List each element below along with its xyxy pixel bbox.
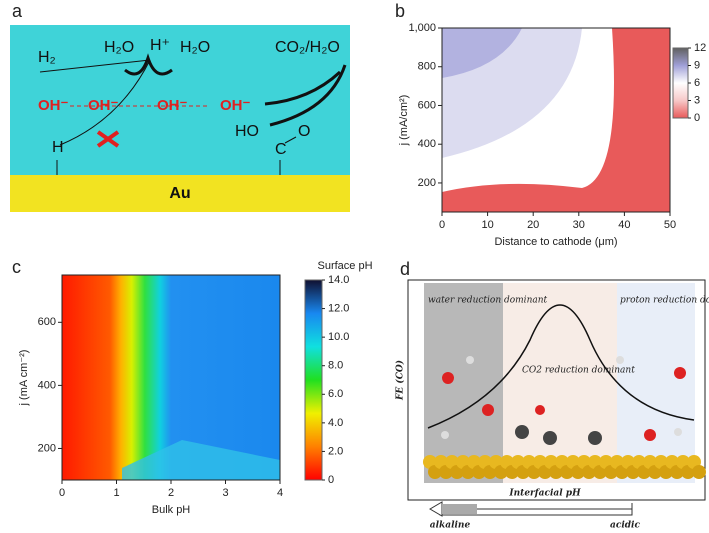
y-tick-label: 600	[418, 99, 436, 111]
x-tick-label: 0	[59, 487, 65, 499]
y-axis-label: FE (CO)	[395, 360, 406, 401]
colorbar-label: 10.0	[328, 331, 349, 343]
colorbar-label: 6	[694, 77, 700, 89]
hydroxide: OH⁻	[38, 97, 69, 114]
panel-label: a	[12, 1, 23, 21]
x-axis-label: Bulk pH	[152, 504, 191, 516]
field	[122, 440, 280, 480]
y-tick-label: 600	[38, 316, 56, 328]
species: H⁺	[150, 37, 170, 54]
fe-curve	[427, 304, 695, 429]
species: H₂O	[180, 39, 210, 56]
colorbar	[672, 47, 689, 119]
molecules	[441, 356, 686, 445]
arrow-fill	[442, 504, 477, 514]
species: HO	[235, 123, 259, 140]
species: O	[298, 123, 310, 140]
species: H₂O	[104, 39, 134, 56]
x-tick-label: 4	[277, 487, 283, 499]
x-tick-label: 40	[618, 219, 630, 231]
hydroxide: OH⁻	[157, 97, 188, 114]
y-axis-label: j (mA cm⁻²)	[18, 350, 30, 407]
colorbar-label: 4.0	[328, 417, 343, 429]
x-axis-label: Distance to cathode (μm)	[494, 236, 617, 248]
species: CO₂/H₂O	[275, 39, 340, 56]
hydroxide: OH⁻	[88, 97, 119, 114]
colorbar-label: 0	[328, 474, 334, 486]
x-tick-label: 20	[527, 219, 539, 231]
region-label: CO2 reduction dominant	[522, 366, 635, 376]
colorbar-title: Surface pH	[317, 260, 372, 272]
electrode	[10, 175, 350, 212]
colorbar-label: 6.0	[328, 388, 343, 400]
colorbar-label: 14.0	[328, 274, 349, 286]
x-tick-label: 2	[168, 487, 174, 499]
region-label: proton reduction dominant	[620, 296, 709, 306]
arrow-head	[429, 501, 443, 517]
colorbar-label: 12	[694, 42, 706, 54]
region	[617, 283, 695, 483]
species: H	[52, 139, 64, 156]
y-tick-label: 400	[418, 138, 436, 150]
y-tick-label: 800	[418, 61, 436, 73]
x-tick-label: 30	[573, 219, 585, 231]
hydroxide: OH⁻	[220, 97, 251, 114]
electrode	[423, 455, 706, 479]
cross	[96, 130, 120, 148]
au-label: Au	[169, 185, 190, 202]
axis-end: acidic	[610, 521, 640, 531]
axis-label: Interfacial pH	[508, 489, 581, 499]
species: C	[275, 141, 287, 158]
arrows	[39, 53, 347, 175]
x-tick-label: 10	[481, 219, 493, 231]
panel-label: b	[395, 1, 405, 21]
region	[503, 283, 617, 483]
colorbar-label: 3	[694, 94, 700, 106]
x-tick-label: 50	[664, 219, 676, 231]
panel-label: d	[400, 259, 410, 279]
region-label: water reduction dominant	[428, 296, 548, 306]
atom	[692, 465, 706, 479]
colorbar-label: 2.0	[328, 445, 343, 457]
colorbar	[304, 279, 323, 481]
colorbar-label: 12.0	[328, 302, 349, 314]
panel-label: c	[12, 257, 21, 277]
plot-frame	[441, 27, 671, 213]
x-tick-label: 0	[439, 219, 445, 231]
x-tick-label: 3	[222, 487, 228, 499]
region	[424, 283, 503, 483]
axis-end: alkaline	[430, 521, 471, 531]
colorbar-label: 8.0	[328, 360, 343, 372]
y-tick-label: 1,000	[408, 22, 436, 34]
y-tick-label: 400	[38, 379, 56, 391]
colorbar-label: 9	[694, 59, 700, 71]
y-tick-label: 200	[418, 177, 436, 189]
colorbar-label: 0	[694, 112, 700, 124]
y-axis-label: j (mA/cm²)	[398, 95, 410, 147]
species: H₂	[38, 49, 56, 66]
y-tick-label: 200	[38, 442, 56, 454]
x-tick-label: 1	[113, 487, 119, 499]
field	[442, 28, 522, 78]
